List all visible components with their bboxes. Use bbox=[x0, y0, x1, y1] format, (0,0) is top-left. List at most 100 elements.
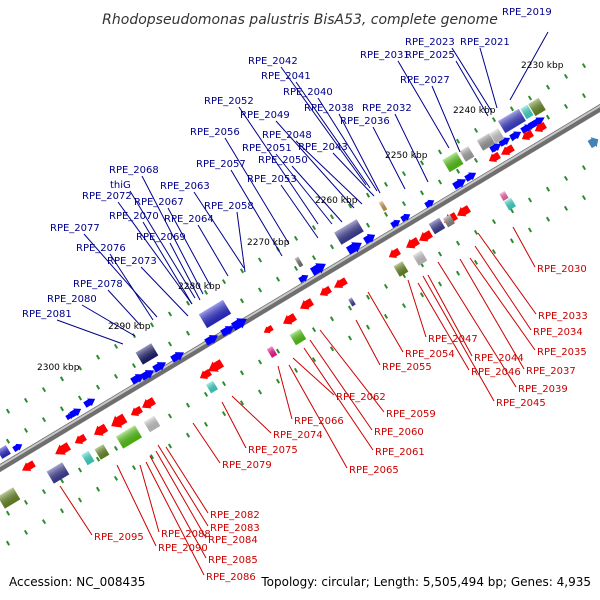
gene-block bbox=[498, 108, 526, 134]
gene-label: RPE_2030 bbox=[537, 264, 587, 275]
scale-tick bbox=[491, 117, 497, 123]
scale-tick bbox=[113, 475, 119, 481]
gene-arrow bbox=[527, 117, 545, 130]
leader-line bbox=[455, 60, 489, 117]
scale-label: 2240 kbp bbox=[453, 106, 496, 116]
gene-arrow bbox=[363, 234, 376, 245]
leader-line bbox=[197, 224, 229, 277]
leader-line bbox=[317, 97, 378, 192]
gene-block bbox=[489, 128, 505, 144]
gene-label: RPE_2039 bbox=[518, 384, 568, 395]
leader-line bbox=[129, 190, 196, 299]
gene-label: RPE_2078 bbox=[73, 279, 123, 290]
gene-label: RPE_2081 bbox=[22, 309, 72, 320]
gene-label: RPE_2083 bbox=[210, 523, 260, 534]
gene-label: RPE_2060 bbox=[374, 427, 424, 438]
scale-tick bbox=[239, 370, 245, 376]
gene-label: RPE_2069 bbox=[136, 232, 186, 243]
gene-label: RPE_2050 bbox=[258, 155, 308, 166]
scale-tick bbox=[5, 408, 11, 414]
scale-tick bbox=[275, 276, 281, 282]
gene-block bbox=[442, 214, 456, 228]
gene-block bbox=[428, 217, 446, 235]
gene-block bbox=[459, 146, 475, 162]
gene-arrow bbox=[489, 143, 502, 153]
scale-tick bbox=[473, 229, 479, 235]
scale-tick bbox=[365, 324, 371, 330]
gene-arrow bbox=[390, 219, 401, 228]
leader-line bbox=[167, 207, 212, 288]
leader-line bbox=[107, 289, 141, 326]
gene-arrow bbox=[534, 121, 547, 132]
scale-tick bbox=[545, 114, 551, 120]
scale-tick bbox=[5, 510, 11, 516]
scale-tick bbox=[95, 354, 101, 360]
scale-tick bbox=[23, 529, 29, 535]
scale-tick bbox=[221, 381, 227, 387]
gene-arrow bbox=[388, 247, 401, 258]
gene-label: RPE_2058 bbox=[204, 201, 254, 212]
leader-line bbox=[109, 253, 154, 321]
gene-label: RPE_2068 bbox=[109, 165, 159, 176]
scale-tick bbox=[239, 268, 245, 274]
scale-tick bbox=[455, 270, 461, 276]
leader-layer bbox=[56, 31, 549, 576]
scale-tick bbox=[383, 313, 389, 319]
gene-arrow bbox=[521, 129, 534, 140]
scale-tick bbox=[401, 171, 407, 177]
gene-arrow bbox=[405, 237, 420, 249]
scale-label: 2250 kbp bbox=[385, 151, 428, 161]
scale-tick bbox=[563, 175, 569, 181]
gene-arrow bbox=[452, 179, 467, 190]
gene-block bbox=[205, 380, 219, 394]
scale-tick bbox=[365, 294, 371, 300]
scale-tick bbox=[545, 84, 551, 90]
gene-arrow bbox=[204, 335, 219, 346]
scale-tick bbox=[131, 465, 137, 471]
leader-line bbox=[459, 258, 525, 370]
leader-line bbox=[422, 275, 495, 402]
leader-line bbox=[319, 329, 385, 413]
gene-label: RPE_2019 bbox=[502, 7, 552, 18]
scale-tick bbox=[23, 397, 29, 403]
scale-tick bbox=[95, 384, 101, 390]
leader-line bbox=[140, 266, 189, 317]
gene-label: RPE_2040 bbox=[283, 87, 333, 98]
scale-tick bbox=[221, 279, 227, 285]
gene-label: RPE_2027 bbox=[400, 75, 450, 86]
gene-block bbox=[143, 415, 161, 433]
scale-tick bbox=[293, 265, 299, 271]
gene-label: RPE_2045 bbox=[496, 398, 546, 409]
gene-arrow bbox=[299, 298, 314, 310]
gene-block bbox=[499, 191, 509, 201]
scale-tick bbox=[419, 190, 425, 196]
gene-block bbox=[135, 343, 159, 365]
gene-label: RPE_2023 bbox=[405, 37, 455, 48]
scale-tick bbox=[491, 219, 497, 225]
scale-tick bbox=[419, 292, 425, 298]
scale-tick bbox=[401, 303, 407, 309]
scale-tick bbox=[581, 165, 587, 171]
gene-label: RPE_2044 bbox=[474, 353, 524, 364]
leader-line bbox=[332, 152, 375, 197]
leader-line bbox=[141, 175, 204, 295]
gene-label: RPE_2082 bbox=[210, 510, 260, 521]
scale-tick bbox=[23, 499, 29, 505]
scale-tick bbox=[203, 421, 209, 427]
leader-line bbox=[338, 113, 381, 194]
gene-label: RPE_2048 bbox=[262, 130, 312, 141]
leader-line bbox=[295, 140, 363, 205]
gene-arrow bbox=[93, 423, 109, 436]
scale-tick bbox=[239, 298, 245, 304]
scale-tick bbox=[113, 445, 119, 451]
scale-tick bbox=[437, 251, 443, 257]
leader-line bbox=[59, 485, 93, 536]
leader-line bbox=[142, 221, 193, 305]
leader-line bbox=[56, 319, 124, 345]
scale-tick bbox=[257, 359, 263, 365]
gene-block bbox=[412, 250, 428, 266]
gene-label: RPE_2033 bbox=[538, 311, 588, 322]
leader-line bbox=[512, 226, 536, 268]
gene-arrow bbox=[509, 131, 522, 141]
